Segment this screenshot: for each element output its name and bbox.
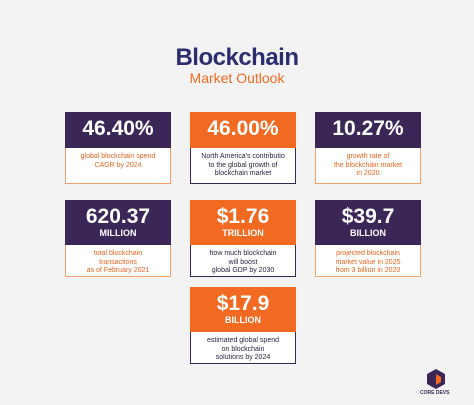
- logo-icon: [427, 369, 445, 389]
- stat-card: $1.76 TRILLION how much blockchain will boo…: [190, 200, 296, 277]
- description-line: how much blockchain: [209, 250, 277, 257]
- stat-unit: TRILLION: [222, 228, 264, 238]
- card-body: projected blockchain market value in 2025…: [315, 245, 421, 277]
- stat-card: 10.27% growth rate of the blockchain marke…: [315, 112, 421, 184]
- card-body: growth rate of the blockchain market in 20…: [315, 148, 421, 184]
- description-line: to the global growth of: [208, 161, 278, 169]
- stat-card: 46.40% global blockchain spend CAGR by 202…: [65, 112, 171, 184]
- stat-value: 620.37: [85, 205, 151, 228]
- card-body: how much blockchain will boost global GDP …: [190, 245, 296, 277]
- stat-value: 46.00%: [207, 117, 279, 140]
- subtitle: Market Outlook: [189, 70, 285, 86]
- description-line: market value in 2025: [335, 258, 401, 266]
- stat-value: $17.9: [216, 292, 270, 315]
- card-header: 46.40%: [65, 112, 171, 148]
- description-line: will boost: [228, 258, 258, 266]
- card-header: 10.27%: [315, 112, 421, 148]
- description-line: estimated global spend: [207, 337, 279, 344]
- description-line: on blockchain: [221, 345, 265, 353]
- description-line: in 2020: [356, 170, 380, 177]
- description-line: CAGR by 2024: [94, 161, 142, 169]
- description-line: North America's contributio: [201, 153, 285, 160]
- stat-value: 46.40%: [82, 117, 154, 140]
- description-line: as of February 2021: [86, 267, 150, 274]
- title: Blockchain: [175, 44, 299, 71]
- description-line: projected blockchain: [336, 250, 400, 257]
- stat-card: 620.37 MILLION total blockchain transaction…: [65, 200, 171, 277]
- description-line: total blockchain: [93, 250, 143, 257]
- description-line: solutions by 2024: [215, 354, 271, 361]
- stat-unit: BILLION: [350, 228, 386, 238]
- description-line: transactions: [99, 258, 137, 266]
- card-header: $1.76 TRILLION: [190, 200, 296, 245]
- card-body: estimated global spend on blockchain solut…: [190, 332, 296, 364]
- card-body: North America's contributio to the global…: [190, 148, 296, 184]
- stat-unit: BILLION: [225, 315, 261, 325]
- card-body: global blockchain spend CAGR by 2024: [65, 148, 171, 184]
- stat-card: 46.00% North America's contributio to the …: [190, 112, 296, 184]
- description-line: global GDP by 2030: [211, 267, 275, 274]
- card-header: 46.00%: [190, 112, 296, 148]
- card-header: $39.7 BILLION: [315, 200, 421, 245]
- description-line: global blockchain spend: [80, 153, 156, 160]
- stat-card: $17.9 BILLION estimated global spend on blo…: [190, 287, 296, 364]
- stat-value: $39.7: [341, 205, 395, 228]
- logo-text: CORE DEVS: [420, 390, 450, 396]
- description-line: from 3 billion in 2020: [335, 267, 401, 274]
- card-body: total blockchain transactions as of Februa…: [65, 245, 171, 277]
- description-line: growth rate of: [346, 153, 390, 160]
- stat-card: $39.7 BILLION projected blockchain market v…: [315, 200, 421, 277]
- stat-unit: MILLION: [99, 228, 137, 238]
- stat-value: $1.76: [216, 205, 270, 228]
- description-line: blockchain market: [214, 170, 272, 177]
- card-header: $17.9 BILLION: [190, 287, 296, 332]
- description-line: the blockchain market: [333, 161, 403, 169]
- stat-value: 10.27%: [332, 117, 404, 140]
- card-header: 620.37 MILLION: [65, 200, 171, 245]
